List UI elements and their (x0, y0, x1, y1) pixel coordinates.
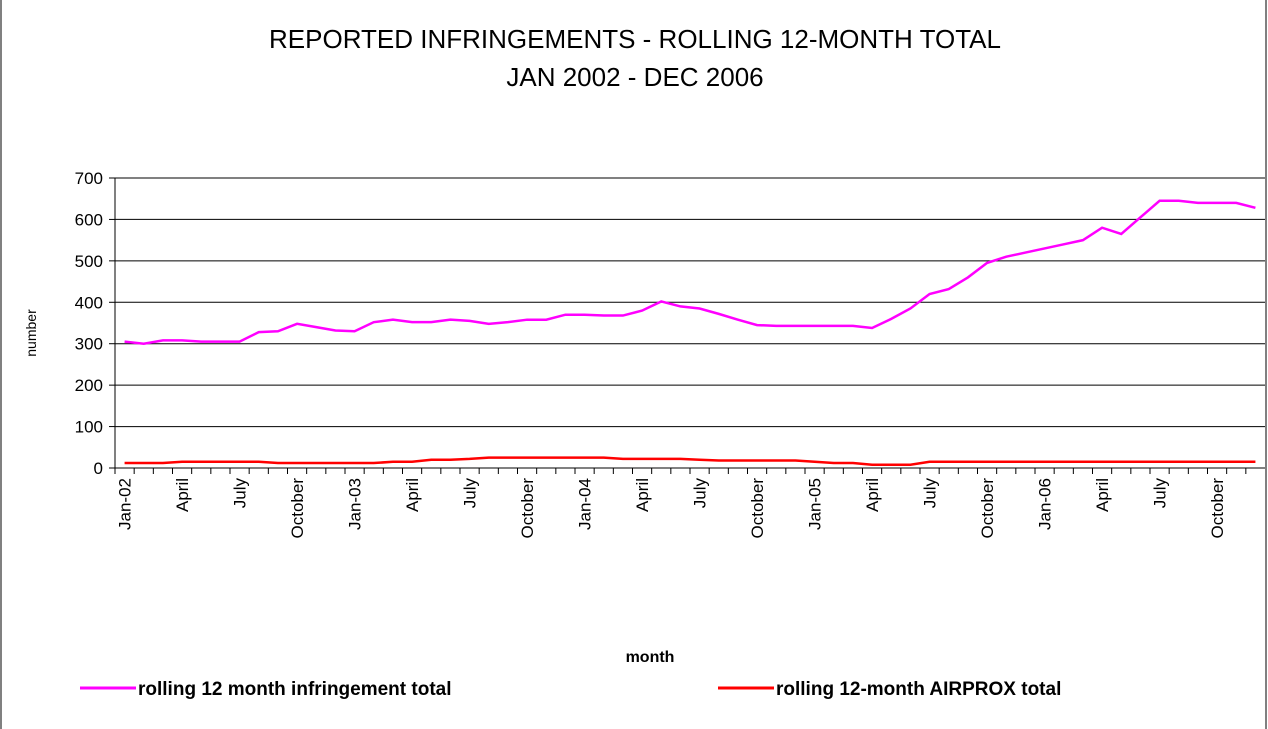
x-tick-label: October (748, 478, 767, 539)
x-tick-label: April (633, 478, 652, 512)
chart-subtitle: JAN 2002 - DEC 2006 (506, 62, 763, 92)
y-tick-label: 200 (75, 376, 103, 395)
x-tick-label: October (978, 478, 997, 539)
x-tick-label: Jan-03 (346, 478, 365, 530)
y-tick-label: 400 (75, 293, 103, 312)
y-axis-label: number (23, 309, 39, 357)
x-tick-label: April (1093, 478, 1112, 512)
y-tick-label: 0 (94, 459, 103, 478)
x-tick-label: July (231, 478, 250, 509)
x-tick-label: October (518, 478, 537, 539)
y-tick-label: 700 (75, 169, 103, 188)
x-tick-label: July (691, 478, 710, 509)
data-line (124, 456, 1256, 466)
x-axis-label: month (626, 649, 675, 666)
x-tick-label: July (1151, 478, 1170, 509)
data-line (124, 199, 1256, 345)
x-tick-label: July (921, 478, 940, 509)
x-tick-label: Jan-05 (806, 478, 825, 530)
x-tick-label: July (461, 478, 480, 509)
y-tick-label: 300 (75, 335, 103, 354)
y-tick-label: 600 (75, 210, 103, 229)
chart-title: REPORTED INFRINGEMENTS - ROLLING 12-MONT… (269, 24, 1001, 54)
y-tick-label: 500 (75, 252, 103, 271)
x-tick-label: April (863, 478, 882, 512)
y-tick-label: 100 (75, 418, 103, 437)
legend-label: rolling 12 month infringement total (138, 679, 452, 700)
x-tick-label: October (288, 478, 307, 539)
legend-label: rolling 12-month AIRPROX total (776, 679, 1061, 700)
x-tick-label: Jan-06 (1036, 478, 1055, 530)
x-tick-label: October (1208, 478, 1227, 539)
x-tick-label: Jan-02 (116, 478, 135, 530)
x-tick-label: April (173, 478, 192, 512)
x-tick-label: Jan-04 (576, 478, 595, 530)
x-tick-label: April (403, 478, 422, 512)
